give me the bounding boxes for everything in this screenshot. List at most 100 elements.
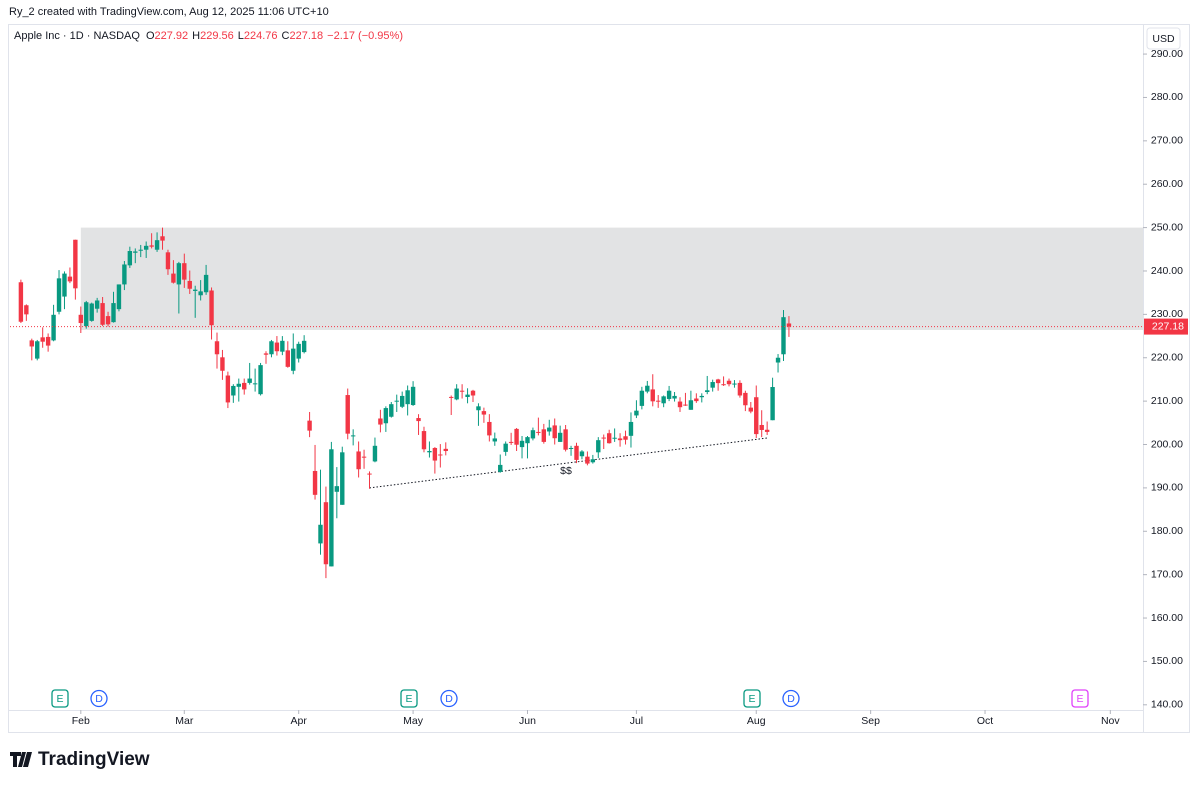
candle-body [334,486,340,492]
candle-body [111,303,116,323]
candle-body [350,435,356,437]
last-price-box [1144,318,1188,335]
candle-body [438,454,443,456]
candle-body [231,385,236,396]
candle-body [775,357,781,363]
candle-body [743,392,748,406]
legend-item: Apple Inc · 1D · NASDAQ [14,30,140,42]
candle-body [318,524,323,544]
candle-body [89,303,94,321]
candle-body [568,447,574,449]
candle-body [481,411,487,415]
legend-item: C [282,30,290,42]
candle-body [427,451,432,453]
candle-body [214,341,220,355]
candle-body [547,427,552,432]
candle-body [291,348,296,371]
candle-body [699,395,704,398]
annotation: $$ [560,465,572,477]
candle-body [301,340,307,353]
candle-body [530,430,536,439]
y-tick-label: 220.00 [1151,352,1183,364]
y-tick-label: 200.00 [1151,438,1183,450]
candle-body [606,433,612,444]
candle-body [24,305,29,315]
candle-body [220,357,225,371]
candle-body [361,456,367,458]
candle-body [203,274,209,293]
candle-body [122,264,127,285]
candle-body [296,343,301,359]
candle-body [476,406,481,411]
candle-body [307,420,312,431]
candle-body [367,473,372,475]
candle-body [574,445,579,460]
candle-body [585,456,590,464]
y-tick-label: 240.00 [1151,265,1183,277]
currency-button[interactable] [1146,27,1181,50]
candle-body [759,424,764,430]
candle-body [127,251,133,266]
candle-body [345,395,350,434]
dividend-marker [90,689,108,708]
dividend-marker [440,689,458,708]
candle-body [312,470,318,495]
candle-body [133,251,138,253]
candle-body [645,385,650,392]
candle-body [579,451,585,457]
candle-body [508,441,514,443]
y-tick-label: 170.00 [1151,568,1183,580]
candle-body [541,429,547,442]
y-tick-label: 190.00 [1151,482,1183,494]
candle-body [40,337,45,342]
candle-body [285,350,291,367]
candle-body [525,437,530,444]
candle-body [487,421,492,436]
legend-item: O [146,30,155,42]
candle-body [236,383,241,387]
candle-body [459,390,465,392]
candle-body [656,400,661,402]
y-tick-label: 140.00 [1151,699,1183,711]
candle-body [661,396,666,404]
event-label: E [56,693,63,705]
candle-body [590,459,596,463]
candle-body [269,341,274,355]
y-tick-label: 150.00 [1151,655,1183,667]
candle-body [634,410,639,416]
candle-body [503,443,508,452]
candle-body [399,395,405,407]
y-tick-label: 230.00 [1151,308,1183,320]
candle-body [666,390,672,399]
candle-body [78,314,84,324]
x-tick-label: Feb [72,715,90,727]
candle-body [748,407,754,412]
candle-body [432,447,438,461]
candle-body [449,396,454,398]
candle-body [536,431,541,433]
candle-body [715,379,721,384]
event-label: D [445,693,453,705]
earnings-marker [743,689,761,708]
event-label: E [748,693,755,705]
candle-body [84,302,89,327]
candle-body [601,437,606,439]
candle-body [694,398,699,402]
event-label: E [1076,693,1083,705]
candle-body [73,239,78,289]
y-tick-label: 280.00 [1151,91,1183,103]
candle-body [623,436,628,440]
candle-body [62,273,67,297]
candle-body [514,428,519,445]
chart-frame [8,24,1190,733]
candle-body [770,387,775,421]
candle-body [280,340,285,352]
candle-body [786,323,792,327]
candle-body [672,395,677,399]
candle-body [165,252,171,270]
candle-body [247,378,252,383]
candle-body [519,440,525,448]
candle-body [242,382,247,390]
candle-body [143,245,149,250]
